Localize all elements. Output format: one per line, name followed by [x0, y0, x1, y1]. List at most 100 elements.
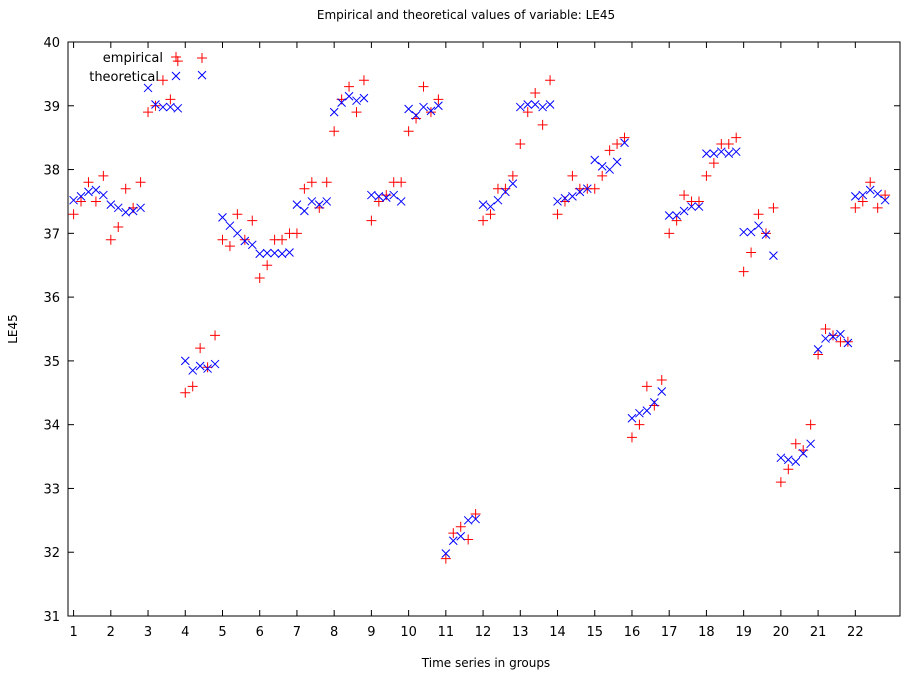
theoretical-point: [151, 100, 160, 109]
y-tick-label: 37: [43, 227, 60, 242]
y-axis: 31 32 33 34 35 36 37 38 39 40: [43, 36, 900, 625]
x-tick-label: 15: [586, 625, 603, 640]
theoretical-point: [277, 249, 287, 259]
theoretical-point: [84, 187, 93, 197]
theoretical-point: [270, 248, 279, 258]
empirical-point: [731, 132, 742, 143]
theoretical-point: [649, 397, 659, 407]
theoretical-point: [791, 457, 801, 467]
theoretical-point: [501, 187, 510, 197]
empirical-point: [455, 521, 466, 532]
theoretical-point: [128, 206, 138, 216]
theoretical-point: [471, 514, 480, 524]
theoretical-point: [769, 251, 778, 261]
theoretical-point: [627, 413, 637, 423]
theoretical-point: [716, 147, 726, 157]
x-tick-label: 18: [698, 625, 715, 640]
y-tick-label: 32: [43, 546, 60, 561]
empirical-point: [805, 419, 816, 430]
empirical-point: [299, 183, 310, 194]
x-tick-label: 22: [847, 625, 864, 640]
x-tick-label: 16: [624, 625, 641, 640]
theoretical-point: [709, 149, 719, 158]
empirical-point: [760, 228, 771, 239]
theoretical-point: [240, 236, 250, 246]
theoretical-point: [448, 536, 458, 546]
theoretical-point: [754, 221, 763, 231]
empirical-point: [790, 438, 801, 449]
theoretical-point: [865, 185, 875, 195]
empirical-point: [701, 170, 712, 181]
empirical-point: [865, 177, 876, 188]
empirical-point: [768, 202, 779, 213]
empirical-point: [604, 145, 615, 156]
theoretical-point: [582, 184, 592, 194]
theoretical-point: [225, 221, 235, 231]
theoretical-point: [783, 455, 793, 465]
theoretical-point: [255, 249, 265, 259]
theoretical-point: [828, 332, 838, 342]
empirical-point: [224, 241, 235, 252]
empirical-point: [567, 170, 578, 181]
empirical-point: [396, 177, 407, 188]
theoretical-point: [210, 359, 220, 369]
theoretical-point: [687, 202, 696, 211]
theoretical-point: [426, 106, 436, 116]
theoretical-point: [76, 191, 86, 201]
empirical-point: [723, 139, 734, 150]
theoretical-point: [731, 147, 741, 157]
empirical-point: [589, 183, 600, 194]
theoretical-point: [568, 191, 577, 201]
theoretical-point: [419, 102, 428, 112]
theoretical-point: [612, 157, 622, 167]
empirical-point: [448, 528, 459, 539]
empirical-point: [738, 266, 749, 277]
y-axis-label: LE45: [6, 314, 20, 344]
theoretical-point: [166, 102, 175, 112]
theoretical-point: [850, 191, 860, 201]
theoretical-point: [195, 361, 205, 371]
theoretical-point: [508, 179, 518, 188]
theoretical-point: [247, 240, 257, 250]
theoretical-point: [694, 202, 704, 211]
x-tick-label: 1: [69, 625, 77, 640]
theoretical-point: [530, 100, 540, 109]
y-tick-label: 31: [43, 610, 60, 625]
empirical-point: [68, 209, 79, 220]
x-axis: 1 2 3 4 5 6 7 8 9 10 11 12 13 14 15 16 17 18 19 20 21 22: [69, 42, 864, 640]
empirical-point: [180, 387, 191, 398]
empirical-point: [545, 75, 556, 86]
y-tick-label: 35: [43, 355, 60, 370]
empirical-point: [478, 215, 489, 226]
theoretical-point: [486, 202, 495, 211]
theoretical-point: [197, 70, 207, 80]
theoretical-point: [69, 195, 78, 205]
x-tick-label: 20: [773, 625, 790, 640]
empirical-point: [351, 107, 362, 118]
theoretical-point: [322, 197, 332, 206]
empirical-point: [671, 215, 682, 226]
empirical-point: [857, 196, 868, 207]
empirical-point: [195, 343, 206, 354]
y-tick-label: 36: [43, 291, 60, 306]
empirical-point: [522, 107, 533, 118]
theoretical-point: [404, 104, 413, 114]
theoretical-point: [367, 190, 376, 200]
empirical-point: [463, 534, 474, 545]
empirical-point: [470, 508, 481, 519]
theoretical-point: [873, 189, 883, 199]
x-tick-label: 6: [256, 625, 264, 640]
empirical-point: [656, 375, 667, 386]
legend-label-theoretical: theoretical: [89, 70, 159, 85]
empirical-point: [329, 126, 340, 137]
theoretical-point: [173, 103, 183, 113]
empirical-point: [753, 209, 764, 220]
empirical-point: [135, 177, 146, 188]
x-tick-label: 11: [438, 625, 455, 640]
empirical-point: [150, 100, 161, 111]
empirical-point: [418, 81, 429, 92]
theoretical-point: [396, 197, 406, 206]
empirical-point: [358, 75, 369, 86]
empirical-point: [693, 196, 704, 207]
x-tick-label: 14: [549, 625, 566, 640]
